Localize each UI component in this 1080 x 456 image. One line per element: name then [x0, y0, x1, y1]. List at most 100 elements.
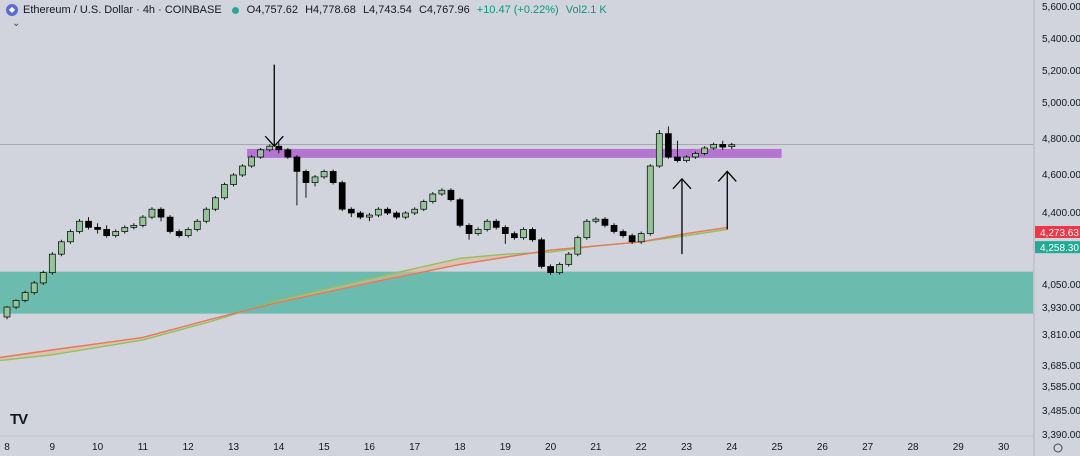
- annotation-arrowhead-0: [264, 135, 284, 148]
- ethereum-icon: ◆: [6, 4, 18, 16]
- x-tick-label: 9: [50, 442, 56, 453]
- candle-41: [375, 208, 382, 216]
- candle-58: [529, 229, 536, 241]
- price-badge-label: 4,273.63: [1040, 228, 1079, 239]
- candle-67: [610, 224, 618, 232]
- candle-13: [121, 227, 129, 232]
- candle-74: [674, 156, 681, 161]
- price-badge-1: [1035, 241, 1080, 254]
- x-tick-label: 30: [998, 442, 1010, 453]
- candle-51: [465, 224, 473, 234]
- candle-77: [701, 147, 708, 154]
- x-tick-label: 22: [636, 442, 648, 453]
- x-tick-label: 17: [409, 442, 421, 453]
- symbol-title[interactable]: Ethereum / U.S. Dollar · 4h · COINBASE: [23, 4, 222, 16]
- candle-12: [112, 231, 120, 236]
- candle-15: [139, 216, 147, 226]
- candle-71: [646, 165, 654, 234]
- y-tick-label: 4,400.00: [1042, 208, 1080, 219]
- y-tick-label: 5,200.00: [1042, 66, 1080, 77]
- x-tick-label: 29: [953, 442, 965, 453]
- x-tick-label: 12: [183, 442, 195, 453]
- candle-3: [30, 282, 38, 294]
- candle-21: [193, 220, 201, 230]
- candle-27: [248, 156, 255, 167]
- volume-value: Vol2.1 K: [565, 4, 607, 16]
- candle-23: [212, 197, 219, 210]
- candle-6: [58, 241, 65, 255]
- candle-5: [48, 253, 56, 274]
- candle-35: [320, 171, 328, 178]
- candle-59: [538, 239, 545, 267]
- candle-50: [456, 199, 464, 226]
- candle-64: [583, 220, 591, 239]
- candle-10: [94, 227, 101, 230]
- candle-55: [501, 227, 509, 234]
- x-tick-label: 19: [500, 442, 512, 453]
- x-tick-label: 10: [92, 442, 104, 453]
- resistance-zone: [247, 148, 782, 158]
- support-zone: [0, 271, 1033, 314]
- y-tick-label: 5,000.00: [1042, 98, 1080, 109]
- candle-52: [474, 229, 482, 234]
- candle-25: [230, 174, 237, 185]
- annotation-arrowhead-2: [717, 170, 737, 182]
- x-tick-label: 16: [364, 442, 376, 453]
- candle-36: [329, 171, 337, 183]
- candle-17: [157, 208, 165, 218]
- candle-16: [148, 208, 156, 218]
- candle-42: [384, 208, 391, 214]
- candle-72: [655, 133, 663, 167]
- candle-75: [683, 156, 690, 161]
- candle-37: [338, 182, 346, 210]
- candle-61: [556, 264, 564, 274]
- candle-79: [719, 144, 727, 148]
- x-tick-label: 23: [681, 442, 693, 453]
- high-value: H4,778.68: [305, 4, 356, 16]
- candle-32: [293, 156, 301, 172]
- x-tick-label: 28: [907, 442, 919, 453]
- close-value: C4,767.96: [418, 4, 470, 16]
- candle-80: [728, 144, 736, 147]
- candle-44: [402, 212, 409, 218]
- candle-38: [347, 208, 355, 214]
- change-value: +10.47 (+0.22%): [476, 4, 559, 16]
- candle-40: [366, 214, 373, 218]
- x-tick-label: 27: [862, 442, 874, 453]
- open-value: O4,757.62: [246, 4, 299, 16]
- candle-29: [266, 145, 274, 151]
- candle-57: [520, 229, 527, 239]
- candle-2: [21, 292, 29, 301]
- candle-28: [257, 149, 265, 158]
- y-tick-label: 4,800.00: [1042, 134, 1080, 145]
- x-tick-label: 14: [273, 442, 285, 453]
- price-badge-0: [1035, 225, 1080, 238]
- candle-22: [202, 208, 210, 222]
- candle-20: [184, 229, 192, 236]
- x-tick-label: 18: [454, 442, 466, 453]
- y-tick-label: 3,930.00: [1042, 303, 1080, 314]
- y-tick-label: 3,390.00: [1042, 430, 1080, 441]
- candle-14: [130, 224, 138, 228]
- candle-78: [710, 144, 718, 149]
- ma-fast-line: [0, 226, 728, 359]
- x-tick-label: 21: [590, 442, 602, 453]
- candle-9: [85, 220, 92, 228]
- candle-70: [637, 233, 645, 243]
- chevron-down-icon[interactable]: ⌄: [12, 18, 21, 29]
- price-badge-label: 4,258.30: [1040, 243, 1079, 254]
- x-tick-label: 24: [726, 442, 738, 453]
- settings-icon: [1053, 443, 1063, 453]
- candle-8: [76, 220, 83, 232]
- candle-31: [284, 149, 292, 158]
- candle-48: [438, 189, 446, 195]
- candle-33: [302, 171, 310, 183]
- candle-73: [665, 133, 672, 158]
- candle-49: [447, 189, 455, 201]
- candle-76: [692, 153, 699, 158]
- candle-53: [483, 220, 491, 230]
- annotation-arrowhead-1: [672, 177, 692, 190]
- candle-63: [574, 237, 582, 255]
